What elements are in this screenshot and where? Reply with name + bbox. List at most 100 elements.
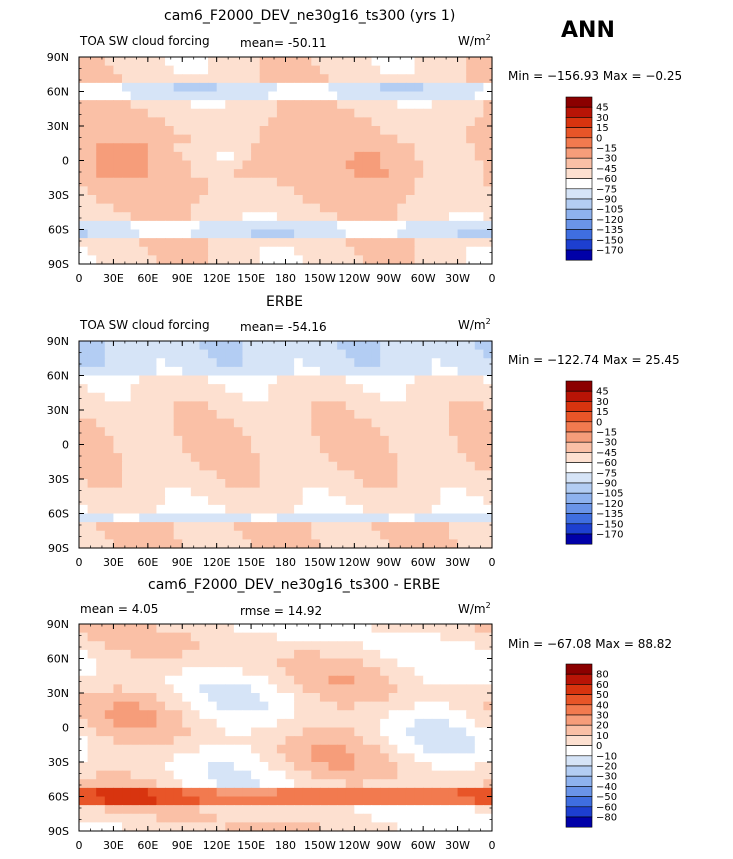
heatmap-cell [225, 212, 235, 222]
heatmap-cell [474, 487, 484, 497]
heatmap-cell [423, 117, 433, 127]
heatmap-cell [87, 160, 97, 170]
heatmap-cell [130, 753, 140, 763]
heatmap-cell [431, 479, 441, 489]
heatmap-cell [104, 82, 115, 93]
heatmap-cell [173, 530, 183, 540]
heatmap-cell [440, 641, 450, 651]
heatmap-cell [87, 822, 97, 832]
heatmap-cell [139, 632, 149, 642]
heatmap-cell [328, 229, 338, 239]
heatmap-cell [122, 762, 132, 772]
heatmap-cell [448, 100, 459, 110]
x-tick-label: 0 [489, 556, 496, 569]
heatmap-cell [483, 539, 493, 549]
heatmap-cell [405, 513, 416, 523]
heatmap-cell [259, 418, 269, 428]
heatmap-cell [388, 366, 398, 377]
heatmap-cell [354, 100, 364, 110]
heatmap-cell [294, 229, 304, 239]
heatmap-cell [362, 693, 373, 703]
heatmap-cell [165, 100, 175, 110]
heatmap-cell [268, 530, 278, 540]
heatmap-cell [328, 710, 338, 720]
heatmap-cell [354, 349, 364, 359]
heatmap-cell [457, 779, 467, 789]
heatmap-cell [259, 427, 269, 437]
heatmap-cell [397, 195, 407, 205]
heatmap-cell [405, 504, 416, 515]
heatmap-cell [208, 513, 218, 523]
heatmap-cell [294, 349, 304, 359]
heatmap-cell [165, 649, 175, 660]
heatmap-cell [457, 727, 467, 737]
heatmap-cell [440, 358, 450, 368]
heatmap-cell [354, 624, 364, 634]
heatmap-cell [113, 744, 123, 754]
heatmap-cell [122, 427, 132, 437]
x-tick-label: 90W [376, 839, 401, 852]
heatmap-cell [380, 108, 390, 118]
heatmap-cell [337, 57, 347, 67]
heatmap-cell [182, 74, 192, 84]
heatmap-cell [182, 151, 192, 162]
heatmap-cell [362, 375, 373, 385]
heatmap-cell [139, 160, 149, 170]
heatmap-cell [337, 461, 347, 471]
heatmap-cell [328, 410, 338, 420]
heatmap-cell [448, 624, 459, 634]
heatmap-cell [388, 624, 398, 634]
heatmap-cell [113, 762, 123, 772]
heatmap-cell [405, 727, 416, 737]
heatmap-cell [216, 522, 226, 532]
heatmap-cell [345, 822, 355, 832]
heatmap-cell [216, 100, 226, 110]
heatmap-cell [122, 392, 132, 402]
heatmap-cell [87, 796, 97, 806]
heatmap-cell [388, 770, 398, 780]
heatmap-cell [311, 770, 321, 780]
heatmap-cell [156, 822, 166, 832]
heatmap-cell [405, 444, 416, 454]
heatmap-cell [388, 100, 398, 110]
heatmap-cell [457, 753, 467, 763]
heatmap-cell [276, 487, 287, 497]
heatmap-cell [233, 444, 244, 454]
heatmap-cell [96, 341, 106, 351]
heatmap-cell [362, 487, 373, 497]
heatmap-cell [147, 117, 158, 127]
heatmap-cell [276, 444, 287, 454]
heatmap-cell [423, 108, 433, 118]
heatmap-cell [156, 375, 166, 385]
heatmap-cell [156, 624, 166, 634]
heatmap-cell [199, 74, 209, 84]
heatmap-cell [259, 100, 269, 110]
heatmap-cell [87, 770, 97, 780]
heatmap-cell [233, 341, 244, 351]
heatmap-cell [388, 470, 398, 480]
heatmap-cell [79, 744, 89, 754]
heatmap-cell [190, 762, 201, 772]
heatmap-cell [79, 160, 89, 170]
heatmap-cell [276, 65, 287, 75]
x-tick-label: 30W [445, 272, 470, 285]
heatmap-cell [414, 727, 424, 737]
heatmap-cell [431, 246, 441, 256]
heatmap-cell [79, 513, 89, 523]
heatmap-cell [483, 718, 493, 729]
heatmap-cell [362, 65, 373, 75]
heatmap-cell [328, 779, 338, 789]
heatmap-cell [216, 727, 226, 737]
heatmap-cell [405, 238, 416, 248]
heatmap-cell [233, 632, 244, 642]
x-tick-label: 60E [137, 839, 158, 852]
heatmap-cell [302, 246, 312, 256]
heatmap-cell [104, 530, 115, 540]
heatmap-cell [431, 143, 441, 153]
heatmap-cell [414, 779, 424, 789]
heatmap-cell [130, 143, 140, 153]
heatmap-cell [242, 744, 252, 754]
heatmap-cell [251, 487, 261, 497]
heatmap-cell [122, 349, 132, 359]
heatmap-cell [156, 779, 166, 789]
